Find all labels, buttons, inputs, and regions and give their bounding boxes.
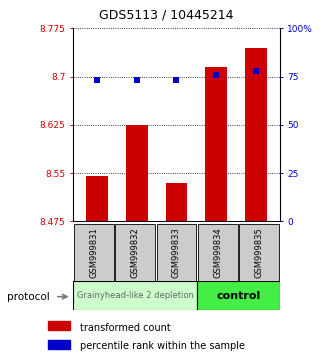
Text: protocol: protocol <box>7 292 49 302</box>
Bar <box>197 281 280 310</box>
Bar <box>115 224 155 281</box>
Bar <box>126 125 148 221</box>
Bar <box>73 281 197 310</box>
Text: GSM999833: GSM999833 <box>172 227 181 278</box>
Bar <box>198 224 238 281</box>
Text: control: control <box>216 291 260 301</box>
Bar <box>48 321 71 330</box>
Text: transformed count: transformed count <box>80 322 171 332</box>
Bar <box>48 340 71 349</box>
Bar <box>166 183 187 221</box>
Bar <box>86 176 108 221</box>
Bar <box>157 224 196 281</box>
Bar <box>239 224 279 281</box>
Bar <box>245 48 267 221</box>
Text: GSM999834: GSM999834 <box>213 227 222 278</box>
Text: GDS5113 / 10445214: GDS5113 / 10445214 <box>99 9 234 22</box>
Text: GSM999831: GSM999831 <box>89 227 99 278</box>
Text: GSM999832: GSM999832 <box>131 227 140 278</box>
Text: Grainyhead-like 2 depletion: Grainyhead-like 2 depletion <box>77 291 193 300</box>
Text: GSM999835: GSM999835 <box>254 227 264 278</box>
Bar <box>74 224 114 281</box>
Text: percentile rank within the sample: percentile rank within the sample <box>80 341 245 351</box>
Bar <box>205 67 227 221</box>
